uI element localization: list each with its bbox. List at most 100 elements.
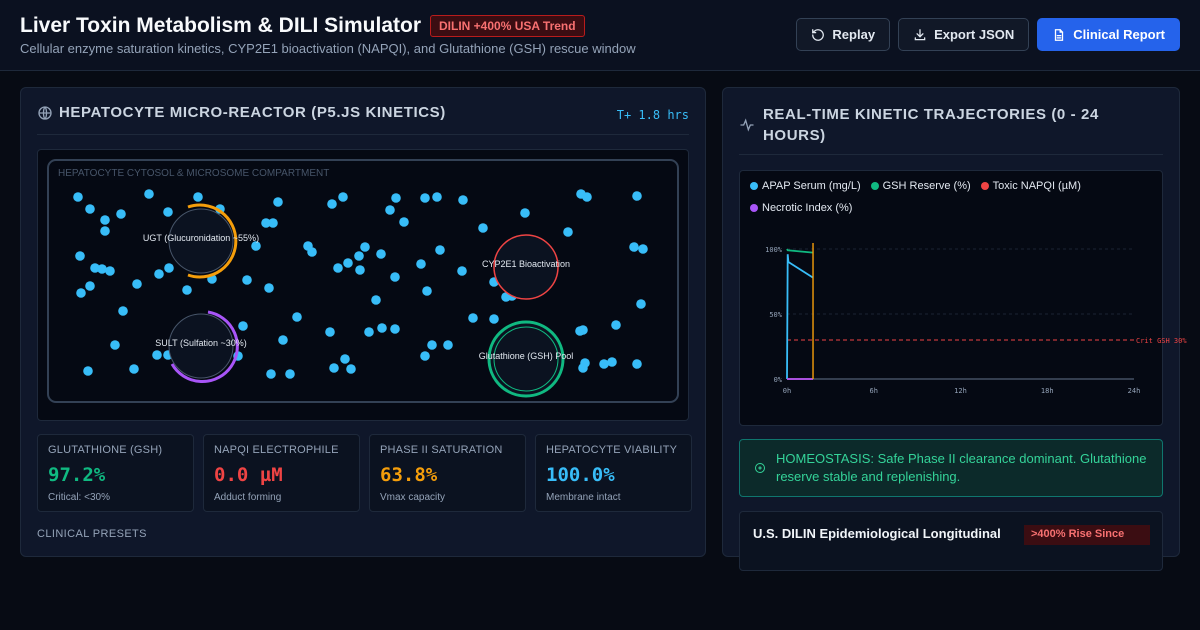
trajectories-title: REAL-TIME KINETIC TRAJECTORIES (0 - 24 H… xyxy=(763,106,1099,144)
zone-gsh-pool[interactable]: Glutathione (GSH) Pool xyxy=(479,320,574,398)
particle xyxy=(636,299,646,309)
particle xyxy=(385,205,395,215)
particle xyxy=(116,209,126,219)
document-icon xyxy=(1055,28,1064,41)
particle xyxy=(307,247,317,257)
export-json-button[interactable]: Export JSON xyxy=(898,18,1030,51)
zone-sult[interactable]: SULT (Sulfation ~30%) xyxy=(155,310,247,383)
clinical-report-button[interactable]: Clinical Report xyxy=(1037,18,1180,51)
zone-label: CYP2E1 Bioactivation xyxy=(482,259,570,269)
particle xyxy=(399,217,409,227)
zone-label: UGT (Glucuronidation ~55%) xyxy=(143,233,259,243)
legend-swatch xyxy=(980,182,989,190)
download-icon xyxy=(914,28,926,40)
metric-value: 97.2% xyxy=(48,464,106,486)
particle xyxy=(416,259,426,269)
particle xyxy=(266,369,276,379)
micro-reactor-panel: HEPATOCYTE MICRO-REACTOR (P5.JS KINETICS… xyxy=(20,87,706,557)
legend-swatch xyxy=(870,182,879,190)
particle xyxy=(105,266,115,276)
epi-title: U.S. DILIN Epidemiological Longitudinal xyxy=(753,526,1001,541)
epi-badge: >400% Rise Since xyxy=(1024,525,1150,545)
x-tick-label: 12h xyxy=(954,387,967,395)
particle xyxy=(327,199,337,209)
particle xyxy=(468,313,478,323)
x-tick-label: 0h xyxy=(783,387,791,395)
particle xyxy=(242,275,252,285)
particle xyxy=(457,266,467,276)
particle xyxy=(340,354,350,364)
metric-gsh: GLUTATHIONE (GSH) 97.2% Critical: <30% xyxy=(37,434,194,512)
app-header: Liver Toxin Metabolism & DILI Simulator … xyxy=(0,0,1200,71)
particle xyxy=(73,192,83,202)
particle xyxy=(632,191,642,201)
particle xyxy=(285,369,295,379)
particle xyxy=(238,321,248,331)
particle xyxy=(343,258,353,268)
trajectories-panel: REAL-TIME KINETIC TRAJECTORIES (0 - 24 H… xyxy=(722,87,1187,571)
particle xyxy=(97,264,107,274)
legend-item[interactable]: Necrotic Index (%) xyxy=(750,202,852,214)
header-actions: Replay Export JSON Clinical Report xyxy=(796,18,1180,51)
header-divider xyxy=(739,154,1163,155)
replay-icon xyxy=(812,28,825,41)
particle xyxy=(360,242,370,252)
replay-button[interactable]: Replay xyxy=(796,18,891,51)
x-tick-label: 18h xyxy=(1041,387,1054,395)
x-tick-label: 24h xyxy=(1128,387,1141,395)
particle xyxy=(346,364,356,374)
particle xyxy=(435,245,445,255)
particle xyxy=(338,192,348,202)
legend-item[interactable]: GSH Reserve (%) xyxy=(870,180,971,192)
series-line xyxy=(786,254,814,380)
particle xyxy=(371,295,381,305)
epidemiology-card: U.S. DILIN Epidemiological Longitudinal … xyxy=(739,511,1163,571)
metric-sub: Critical: <30% xyxy=(48,492,110,503)
particle xyxy=(278,335,288,345)
particle xyxy=(264,283,274,293)
zone-cyp2e1[interactable]: CYP2E1 Bioactivation xyxy=(482,234,570,300)
particle xyxy=(458,195,468,205)
micro-reactor-title: HEPATOCYTE MICRO-REACTOR (P5.JS KINETICS… xyxy=(59,104,446,121)
legend-label: Necrotic Index (%) xyxy=(762,202,853,214)
particle xyxy=(638,244,648,254)
page-title: Liver Toxin Metabolism & DILI Simulator xyxy=(20,14,421,37)
title-row: Liver Toxin Metabolism & DILI Simulator … xyxy=(20,14,585,38)
particle xyxy=(390,324,400,334)
zone-label: SULT (Sulfation ~30%) xyxy=(155,338,246,348)
metric-viability: HEPATOCYTE VIABILITY 100.0% Membrane int… xyxy=(535,434,692,512)
metric-sub: Adduct forming xyxy=(214,492,282,503)
particle xyxy=(83,366,93,376)
legend-swatch xyxy=(750,182,758,190)
micro-reactor-header: HEPATOCYTE MICRO-REACTOR (P5.JS KINETICS… xyxy=(37,104,446,121)
particle xyxy=(420,193,430,203)
particle xyxy=(611,320,621,330)
particle xyxy=(144,189,154,199)
zone-ugt[interactable]: UGT (Glucuronidation ~55%) xyxy=(143,203,259,279)
activity-icon xyxy=(740,118,754,132)
page-subtitle: Cellular enzyme saturation kinetics, CYP… xyxy=(20,41,636,56)
legend-item[interactable]: Toxic NAPQI (µM) xyxy=(980,180,1081,192)
particle xyxy=(90,263,100,273)
metric-label: HEPATOCYTE VIABILITY xyxy=(546,444,678,456)
legend-label: Toxic NAPQI (µM) xyxy=(992,180,1081,192)
particle xyxy=(76,288,86,298)
legend-item[interactable]: APAP Serum (mg/L) xyxy=(750,180,861,192)
particle xyxy=(377,323,387,333)
metric-value: 100.0% xyxy=(546,464,615,486)
reactor-canvas[interactable]: HEPATOCYTE CYTOSOL & MICROSOME COMPARTME… xyxy=(37,149,689,421)
particle xyxy=(329,363,339,373)
compartment-boundary xyxy=(47,159,679,403)
series-line xyxy=(786,248,814,254)
metric-label: PHASE II SATURATION xyxy=(380,444,503,456)
particle xyxy=(85,281,95,291)
particle xyxy=(355,265,365,275)
x-tick-label: 6h xyxy=(870,387,878,395)
particle xyxy=(273,197,283,207)
globe-icon xyxy=(38,105,52,120)
particle xyxy=(420,351,430,361)
metric-napqi: NAPQI ELECTROPHILE 0.0 µM Adduct forming xyxy=(203,434,360,512)
y-tick-label: 50% xyxy=(769,311,782,319)
metrics-row: GLUTATHIONE (GSH) 97.2% Critical: <30% N… xyxy=(37,434,692,512)
particle xyxy=(582,192,592,202)
